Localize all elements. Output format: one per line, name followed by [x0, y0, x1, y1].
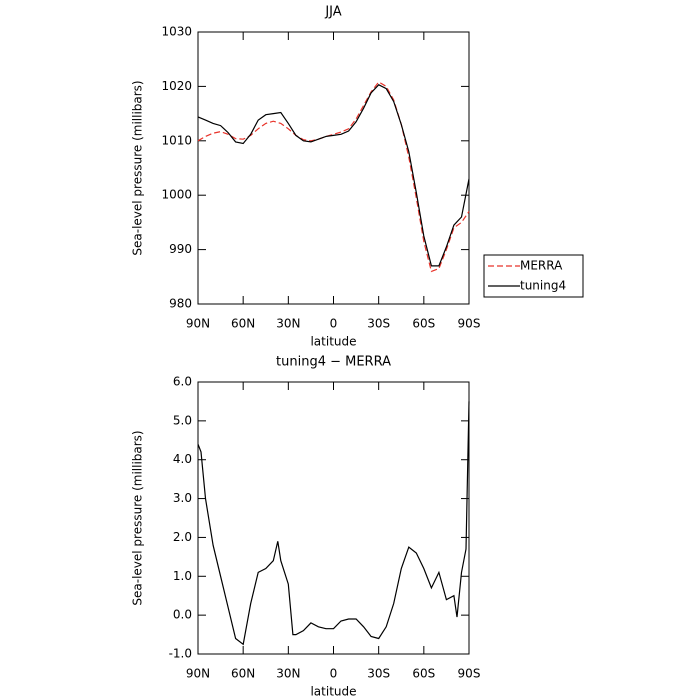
data-line: [197, 84, 470, 267]
x-tick-label: 30N: [276, 667, 300, 681]
x-tick-label: 0: [330, 667, 338, 681]
x-tick-label: 60N: [231, 667, 255, 681]
x-tick-label: 0: [330, 317, 338, 331]
x-tick-label: 30N: [276, 317, 300, 331]
y-tick-label: 1020: [161, 79, 192, 93]
x-tick-label: 90S: [458, 667, 481, 681]
plot-frame: [197, 31, 470, 305]
data-line: [197, 401, 470, 646]
y-tick-label: 1010: [161, 133, 192, 147]
y-axis-label: Sea-level pressure (millibars): [131, 430, 145, 605]
x-tick-label: 30S: [367, 317, 390, 331]
y-tick-label: 990: [169, 242, 192, 256]
y-tick-label: 6.0: [173, 375, 192, 389]
x-tick-label: 60S: [412, 317, 435, 331]
y-tick-label: 3.0: [173, 491, 192, 505]
x-tick-label: 90S: [458, 317, 481, 331]
x-tick-label: 90N: [186, 667, 210, 681]
legend-label: MERRA: [520, 259, 563, 273]
y-axis-label: Sea-level pressure (millibars): [131, 80, 145, 255]
data-line: [197, 81, 470, 273]
chart-title: JJA: [324, 5, 341, 20]
y-tick-label: -1.0: [169, 647, 192, 661]
y-tick-label: 1.0: [173, 569, 192, 583]
y-tick-label: 1000: [161, 188, 192, 202]
plot-frame: [197, 381, 470, 655]
y-tick-label: 2.0: [173, 530, 192, 544]
y-tick-label: 980: [169, 297, 192, 311]
x-axis-label: latitude: [310, 685, 356, 699]
x-tick-label: 60N: [231, 317, 255, 331]
legend-label: tuning4: [520, 279, 566, 293]
x-axis-label: latitude: [310, 335, 356, 349]
chart-title: tuning4 − MERRA: [276, 355, 391, 370]
y-tick-label: 0.0: [173, 608, 192, 622]
x-tick-label: 60S: [412, 667, 435, 681]
y-tick-label: 4.0: [173, 452, 192, 466]
x-tick-label: 90N: [186, 317, 210, 331]
legend-box: [483, 254, 584, 298]
y-tick-label: 5.0: [173, 413, 192, 427]
x-tick-label: 30S: [367, 667, 390, 681]
y-tick-label: 1030: [161, 25, 192, 39]
